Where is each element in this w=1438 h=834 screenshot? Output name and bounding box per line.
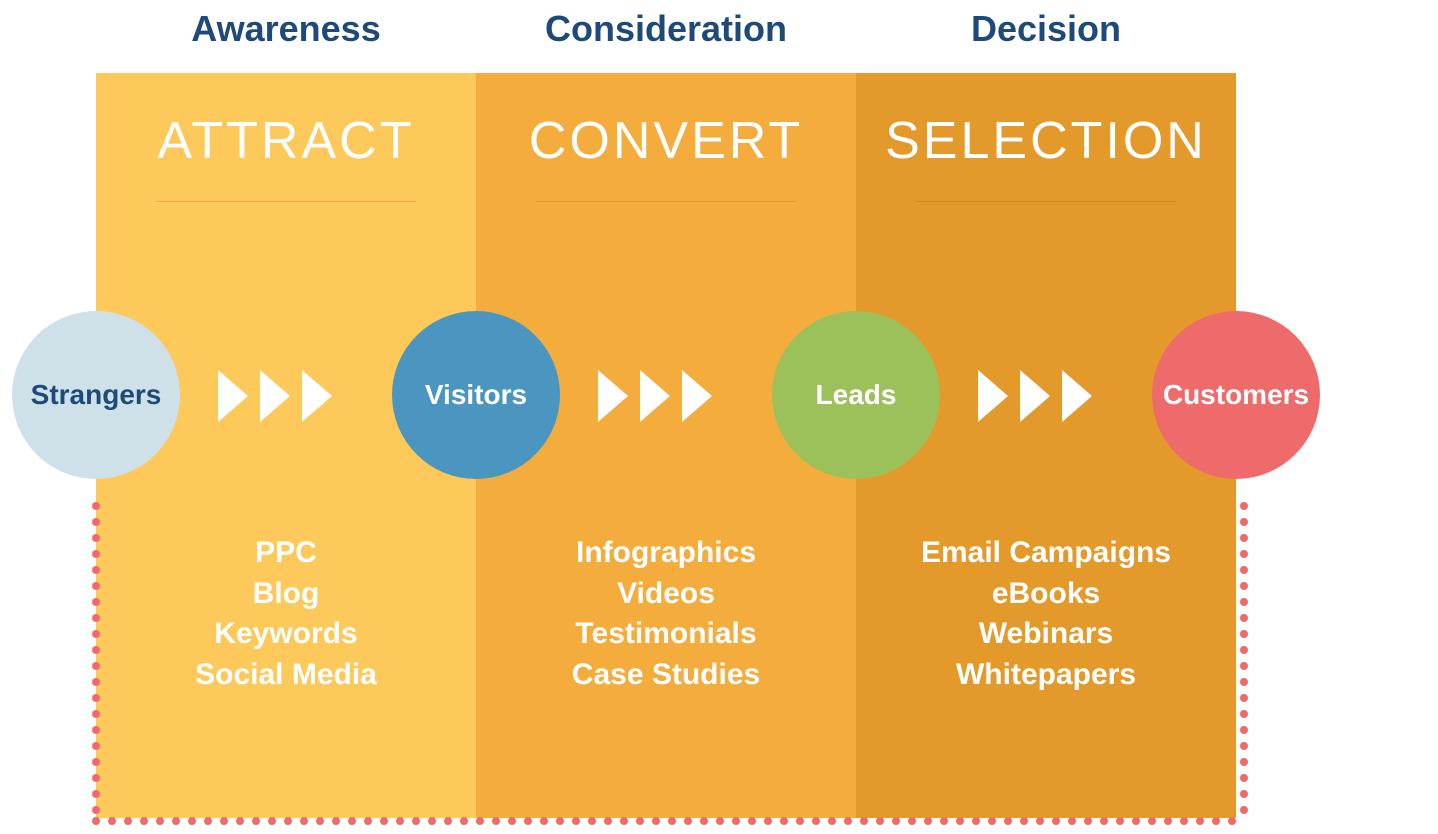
tactic-item: PPC (96, 533, 476, 574)
chevron-right-icon (260, 370, 290, 422)
persona-circle-visitors: Visitors (392, 311, 560, 479)
persona-circle-strangers: Strangers (12, 311, 180, 479)
tactic-item: Blog (96, 574, 476, 615)
stage-title: SELECTION (856, 111, 1236, 171)
stage-underline (156, 201, 416, 202)
tactic-item: Keywords (96, 614, 476, 655)
top-label-decision: Decision (856, 8, 1236, 50)
flow-arrows (598, 370, 712, 422)
chevron-right-icon (640, 370, 670, 422)
dotted-border-right (1236, 498, 1252, 818)
persona-label: Visitors (425, 379, 527, 411)
chevron-right-icon (598, 370, 628, 422)
stage-underline (536, 201, 796, 202)
tactic-item: Videos (476, 574, 856, 615)
flow-arrows (218, 370, 332, 422)
chevron-right-icon (978, 370, 1008, 422)
tactic-item: eBooks (856, 574, 1236, 615)
tactic-item: Infographics (476, 533, 856, 574)
chevron-right-icon (218, 370, 248, 422)
tactic-item: Webinars (856, 614, 1236, 655)
tactic-item: Case Studies (476, 655, 856, 696)
stage-tactics: PPC Blog Keywords Social Media (96, 533, 476, 695)
persona-label: Strangers (31, 379, 162, 411)
chevron-right-icon (1020, 370, 1050, 422)
persona-circle-leads: Leads (772, 311, 940, 479)
top-label-consideration: Consideration (476, 8, 856, 50)
tactic-item: Email Campaigns (856, 533, 1236, 574)
top-label-awareness: Awareness (96, 8, 476, 50)
persona-label: Leads (816, 379, 897, 411)
tactic-item: Social Media (96, 655, 476, 696)
stage-tactics: Infographics Videos Testimonials Case St… (476, 533, 856, 695)
stage-title: ATTRACT (96, 111, 476, 171)
chevron-right-icon (682, 370, 712, 422)
flow-arrows (978, 370, 1092, 422)
persona-label: Customers (1163, 379, 1309, 411)
chevron-right-icon (302, 370, 332, 422)
funnel-diagram: Awareness Consideration Decision ATTRACT… (0, 0, 1438, 834)
tactic-item: Testimonials (476, 614, 856, 655)
stage-underline (916, 201, 1176, 202)
stage-tactics: Email Campaigns eBooks Webinars Whitepap… (856, 533, 1236, 695)
stage-title: CONVERT (476, 111, 856, 171)
persona-circle-customers: Customers (1152, 311, 1320, 479)
tactic-item: Whitepapers (856, 655, 1236, 696)
chevron-right-icon (1062, 370, 1092, 422)
